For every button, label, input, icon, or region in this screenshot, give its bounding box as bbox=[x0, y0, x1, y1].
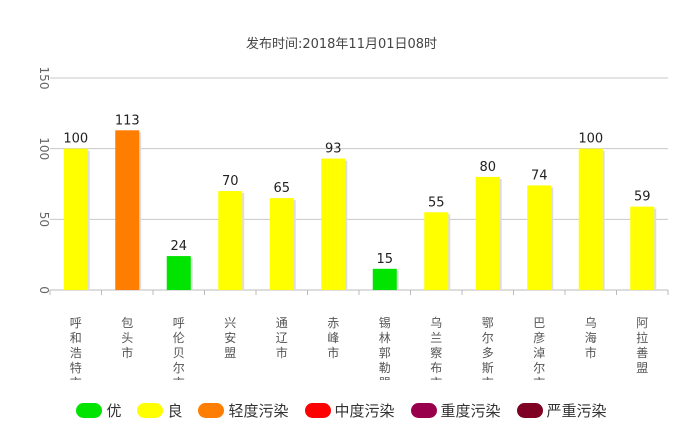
legend-swatch bbox=[137, 402, 164, 418]
y-tick-label: 0 bbox=[37, 286, 51, 294]
bar bbox=[527, 185, 552, 290]
bar bbox=[166, 256, 191, 290]
x-category-label: 鄂尔多斯市 bbox=[481, 316, 494, 380]
y-axis-ticks: 0 50 100 150 bbox=[37, 67, 51, 294]
x-category-label: 巴彦淖尔市 bbox=[533, 316, 546, 380]
legend-swatch bbox=[410, 402, 437, 418]
data-label: 70 bbox=[222, 174, 239, 189]
legend: 优 良 轻度污染 中度污染 重度污染 严重污染 bbox=[0, 398, 683, 422]
chart-subtitle: 发布时间:2018年11月01日08时 bbox=[245, 37, 438, 52]
x-category-label: 呼伦贝尔市 bbox=[172, 316, 185, 380]
bar bbox=[372, 268, 397, 290]
legend-label: 重度污染 bbox=[440, 401, 501, 420]
legend-label: 严重污染 bbox=[546, 401, 607, 420]
x-category-label: 乌兰察布市 bbox=[430, 316, 443, 380]
y-tick-label: 50 bbox=[37, 212, 51, 227]
data-label: 80 bbox=[479, 160, 496, 175]
x-category-label: 乌海市 bbox=[584, 316, 597, 360]
y-tick-label: 100 bbox=[37, 137, 51, 160]
bar bbox=[475, 176, 500, 290]
legend-item[interactable]: 轻度污染 bbox=[198, 400, 289, 421]
legend-swatch bbox=[76, 402, 103, 418]
legend-item[interactable]: 良 bbox=[137, 400, 182, 421]
legend-item[interactable]: 重度污染 bbox=[410, 400, 501, 421]
legend-item[interactable]: 严重污染 bbox=[516, 400, 607, 421]
bar bbox=[115, 130, 140, 290]
bar bbox=[63, 148, 88, 290]
grid-layer bbox=[49, 77, 669, 295]
data-label: 93 bbox=[325, 142, 342, 157]
bar bbox=[578, 148, 603, 290]
data-label: 65 bbox=[273, 181, 290, 196]
x-category-label: 阿拉善盟 bbox=[636, 316, 649, 375]
bar bbox=[269, 198, 294, 290]
legend-swatch bbox=[198, 402, 225, 418]
x-category-label: 赤峰市 bbox=[327, 316, 340, 360]
x-category-label: 呼和浩特市 bbox=[69, 316, 82, 380]
legend-label: 轻度污染 bbox=[228, 401, 289, 420]
legend-label: 中度污染 bbox=[334, 401, 395, 420]
bar bbox=[218, 191, 243, 290]
x-category-label: 锡林郭勒盟 bbox=[378, 316, 391, 380]
bars bbox=[63, 130, 657, 290]
x-category-label: 包头市 bbox=[121, 316, 134, 360]
data-label: 100 bbox=[578, 132, 603, 147]
data-label: 24 bbox=[170, 239, 187, 254]
data-label: 59 bbox=[634, 190, 651, 205]
legend-label: 优 bbox=[106, 401, 122, 420]
legend-item[interactable]: 中度污染 bbox=[304, 400, 395, 421]
data-label: 113 bbox=[115, 113, 140, 128]
y-tick-label: 150 bbox=[37, 67, 51, 90]
data-label: 15 bbox=[376, 252, 393, 267]
data-label: 100 bbox=[63, 132, 88, 147]
bar bbox=[321, 158, 346, 290]
legend-item[interactable]: 优 bbox=[76, 400, 121, 421]
data-labels: 100 113 24 70 65 93 15 55 80 74 100 59 bbox=[63, 113, 650, 267]
legend-swatch bbox=[304, 402, 331, 418]
legend-swatch bbox=[516, 402, 543, 418]
x-category-label: 通辽市 bbox=[275, 316, 288, 360]
data-label: 55 bbox=[428, 195, 445, 210]
bar bbox=[630, 206, 655, 290]
data-label: 74 bbox=[531, 168, 548, 183]
bar bbox=[424, 212, 449, 290]
legend-label: 良 bbox=[167, 401, 183, 420]
x-category-label: 兴安盟 bbox=[224, 316, 237, 360]
